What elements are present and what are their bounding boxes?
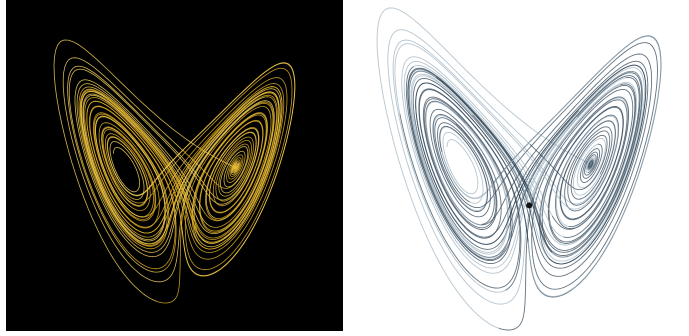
trajectory-segment [572,137,606,196]
trajectory-segment [230,161,240,175]
trajectory-segment [74,79,266,258]
trajectory-segment [108,62,296,276]
trajectory-segment [529,128,613,200]
left-attractor-panel [6,0,343,331]
left-trajectory-group [53,39,296,304]
trajectory-segment [220,146,249,194]
trajectory-segment [62,57,261,283]
trajectory-segment [408,70,643,259]
trajectory-segment [583,151,599,176]
trajectory-segment [413,65,638,246]
trajectory-segment [205,127,260,221]
trajectory-segment [539,87,647,265]
trajectory-segment [84,97,226,252]
trajectory-segment [392,39,616,293]
trajectory-segment [585,156,596,174]
trajectory-segment [423,98,512,260]
trajectory-segment [102,67,293,218]
trajectory-segment [232,163,239,173]
trajectory-segment [101,126,157,217]
trajectory-segment [199,101,274,233]
right-attractor-panel [349,0,689,336]
trajectory-segment [76,83,225,253]
trajectory-segment [229,157,242,177]
trajectory-segment [587,159,594,170]
trajectory-segment [547,83,637,244]
trajectory-segment [208,131,257,203]
trajectory-segment [399,89,521,289]
trajectory-segment [67,65,257,273]
trajectory-segment [73,106,176,270]
trajectory-segment [442,131,484,204]
trajectory-segment [98,122,155,212]
trajectory-segment [78,87,170,250]
trajectory-segment [82,93,201,245]
trajectory-segment [415,64,647,245]
trajectory-segment [394,43,619,227]
trajectory-segment [109,141,145,200]
trajectory-segment [412,77,580,268]
trajectory-segment [86,86,283,234]
trajectory-segment [498,84,636,331]
trajectory-segment [401,56,626,274]
trajectory-segment [93,113,168,246]
trajectory-segment [405,66,513,265]
trajectory-segment [555,114,620,229]
trajectory-segment [226,150,246,183]
right-attractor-image [349,0,689,336]
trajectory-segment [441,35,662,297]
trajectory-segment [429,108,496,218]
trajectory-segment [434,42,658,225]
trajectory-segment [579,143,603,183]
trajectory-segment [407,67,640,262]
trajectory-segment [191,104,283,250]
trajectory-segment [548,106,624,243]
trajectory-segment [432,113,498,224]
trajectory-segment [403,60,578,269]
trajectory-segment [157,102,274,304]
trajectory-segment [79,88,277,247]
trajectory-segment [80,90,280,245]
trajectory-segment [183,138,254,197]
left-attractor-image [6,0,343,331]
trajectory-segment [559,120,616,208]
trajectory-segment [68,68,259,219]
trajectory-point-marker [526,202,533,209]
right-trajectory-group [376,7,662,331]
trajectory-segment [387,29,621,305]
trajectory-segment [84,86,275,234]
